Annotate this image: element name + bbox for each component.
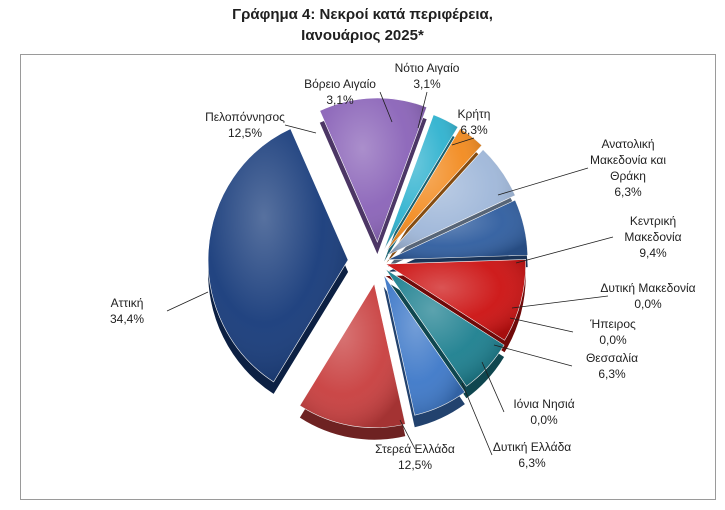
leader-line	[515, 236, 614, 264]
slice-label: Στερεά Ελλάδα 12,5%	[375, 442, 455, 472]
slice-label: Κρήτη 6,3%	[458, 107, 491, 137]
leader-line	[451, 137, 475, 146]
slice-label: Ανατολική Μακεδονία και Θράκη 6,3%	[590, 137, 666, 199]
slice-label: Θεσσαλία 6,3%	[586, 351, 638, 381]
leader-line	[511, 295, 609, 309]
slice-label: Δυτική Ελλάδα 6,3%	[493, 440, 571, 470]
leader-line	[493, 344, 573, 367]
leader-line	[379, 91, 393, 123]
leader-line	[497, 167, 589, 196]
pie-slice-highlight	[387, 149, 516, 255]
leader-line	[166, 291, 209, 312]
leader-line	[399, 419, 416, 450]
slice-label: Δυτική Μακεδονία 0,0%	[600, 281, 695, 311]
pie-slice-highlight	[319, 98, 427, 243]
pie-slice-highlight	[385, 268, 505, 387]
pie-slice-highlight	[299, 283, 406, 428]
chart-title-line-1: Γράφημα 4: Νεκροί κατά περιφέρεια,	[232, 6, 493, 23]
leader-line	[417, 91, 428, 129]
pie-slice-highlight	[385, 259, 526, 341]
pie-slice-highlight	[387, 200, 528, 260]
slice-label: Αττική 34,4%	[110, 296, 144, 326]
slice-label: Ιόνια Νησιά 0,0%	[513, 397, 574, 427]
chart-title-line-2: Ιανουάριος 2025*	[301, 27, 424, 44]
leader-line	[461, 382, 493, 456]
pie-slice-highlight	[208, 128, 349, 382]
pie-slice-highlight	[383, 274, 465, 416]
leader-line	[284, 124, 317, 134]
slice-label: Νότιο Αιγαίο 3,1%	[395, 61, 460, 91]
leader-line	[481, 361, 505, 413]
slice-label: Ήπειρος 0,0%	[589, 317, 636, 347]
slice-label: Κεντρική Μακεδονία 9,4%	[624, 214, 681, 260]
slice-label: Πελοπόννησος 12,5%	[205, 110, 285, 140]
pie-slice-highlight	[384, 114, 458, 250]
leader-line	[509, 317, 574, 333]
slice-label: Βόρειο Αιγαίο 3,1%	[304, 77, 376, 107]
pie-slice-highlight	[386, 128, 482, 251]
